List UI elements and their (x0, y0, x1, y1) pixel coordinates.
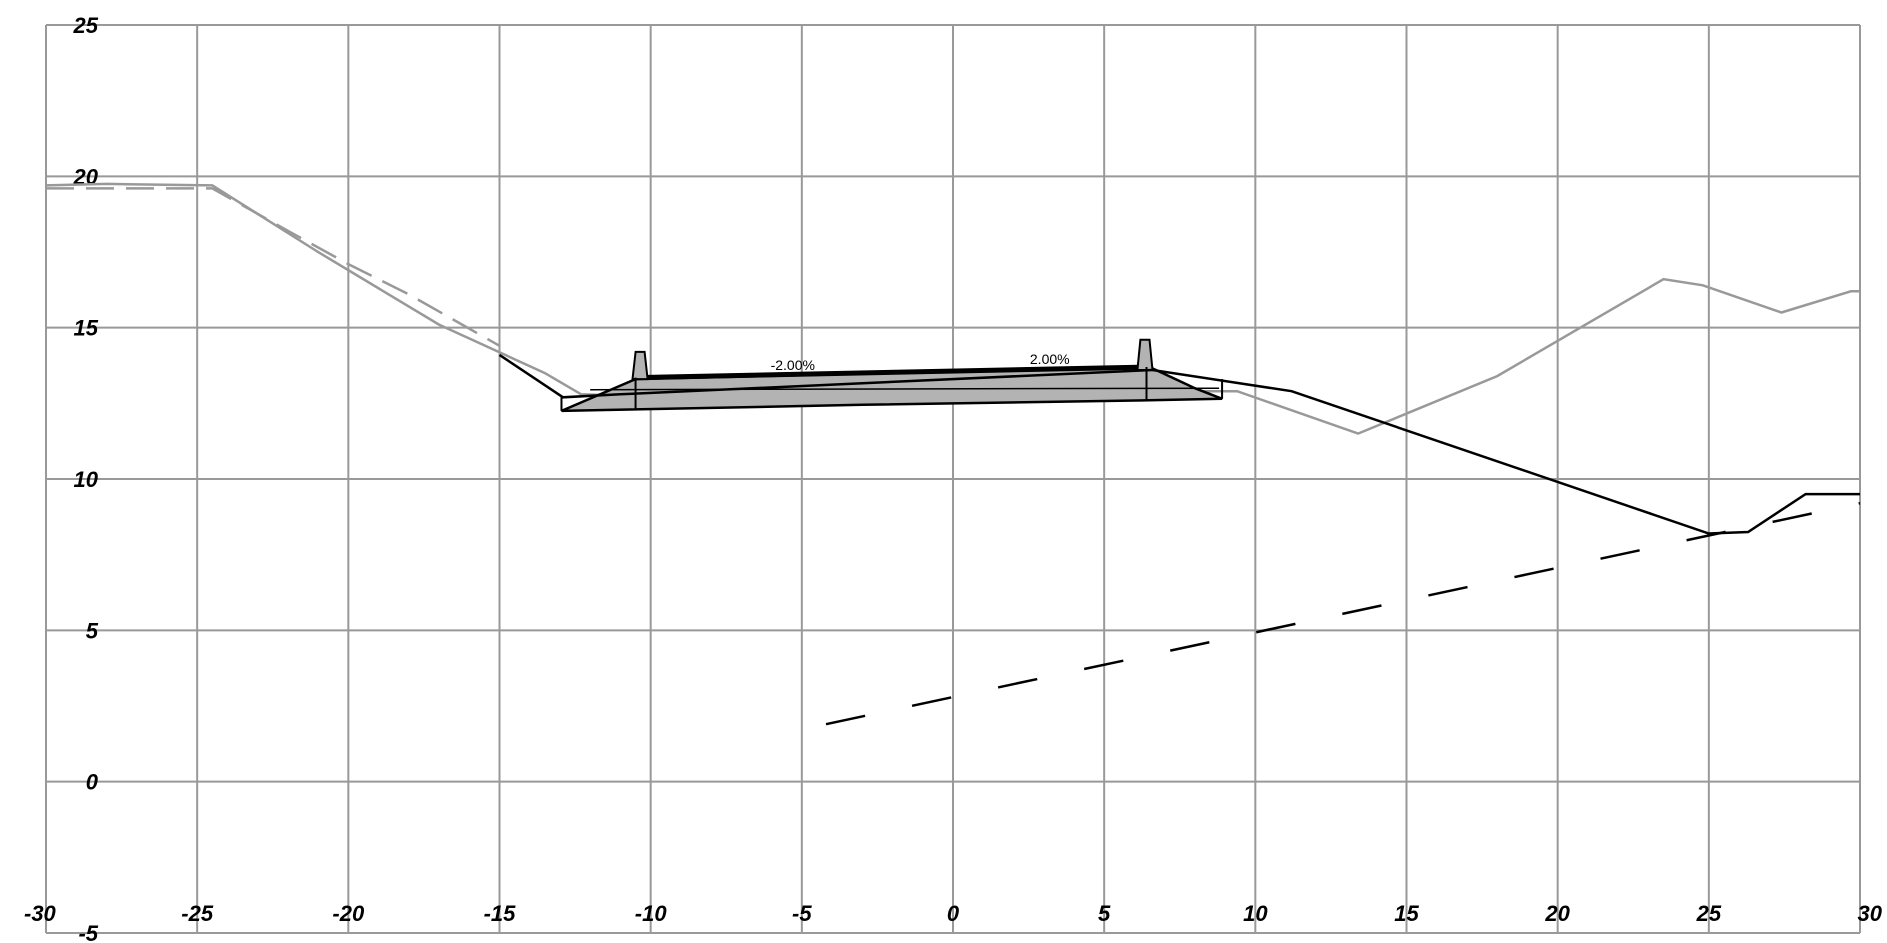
y-tick-label: 10 (74, 467, 99, 492)
left-curb (631, 350, 649, 381)
slope-labels: -2.00% 2.00% (771, 351, 1070, 373)
design-grade-line (498, 353, 1860, 535)
dashed-reference-line (825, 501, 1861, 726)
y-tick-label: 25 (73, 13, 99, 38)
x-tick-label: -25 (181, 901, 214, 926)
x-tick-label: 30 (1858, 901, 1883, 926)
x-tick-label: 15 (1394, 901, 1419, 926)
x-tick-label: -20 (332, 901, 365, 926)
right-curb (1136, 338, 1154, 371)
pavement-layer-line (590, 387, 1220, 391)
x-tick-label: -5 (792, 901, 812, 926)
road-surface-line (635, 364, 1150, 381)
y-tick-label: 0 (86, 770, 99, 795)
x-tick-label: 10 (1243, 901, 1268, 926)
y-tick-label: -5 (78, 921, 98, 943)
section-geometry (45, 182, 1861, 726)
existing-ground-dashed-line (46, 187, 501, 347)
slope-label: 2.00% (1030, 351, 1070, 367)
grid (45, 24, 1861, 934)
slope-label: -2.00% (771, 357, 815, 373)
x-tick-label: -10 (635, 901, 668, 926)
y-tick-label: 15 (74, 316, 99, 341)
tick-labels: -30 -25 -20 -15 -10 -5 0 5 10 15 20 25 30-5051015202… (24, 13, 1883, 943)
x-tick-label: 0 (947, 901, 960, 926)
x-tick-label: 5 (1098, 901, 1111, 926)
x-tick-label: 25 (1696, 901, 1722, 926)
x-tick-label: -30 (24, 901, 57, 926)
x-tick-label: -15 (484, 901, 517, 926)
y-tick-label: 5 (86, 618, 99, 643)
x-tick-label: 20 (1544, 901, 1570, 926)
